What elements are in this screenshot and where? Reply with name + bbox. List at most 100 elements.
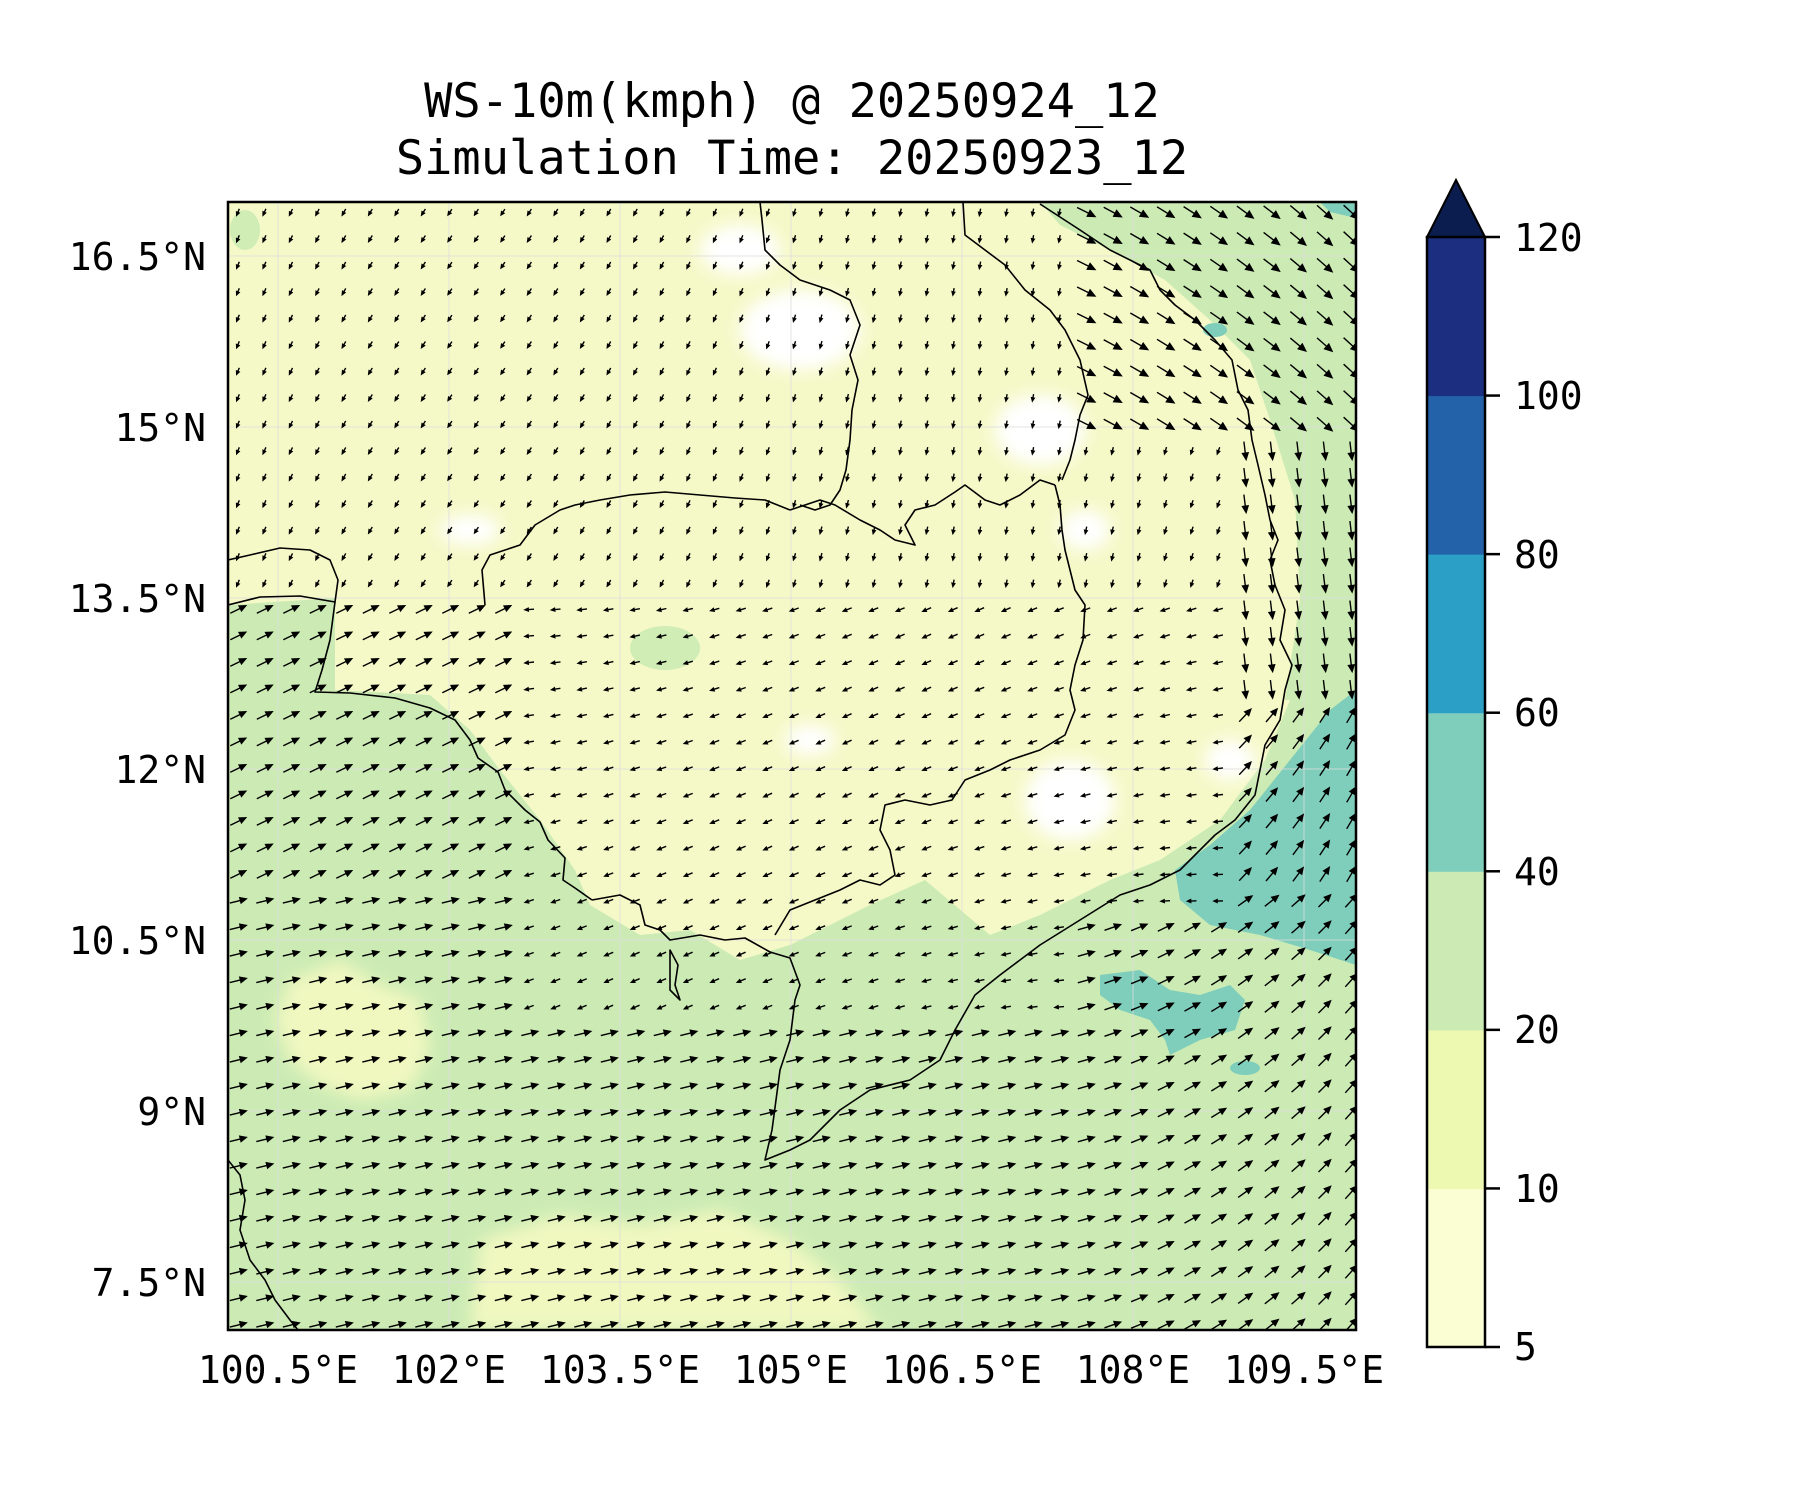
wind-arrow xyxy=(818,287,824,297)
wind-arrow xyxy=(974,607,985,612)
wind-arrow xyxy=(655,607,667,613)
wind-arrow xyxy=(521,1161,540,1170)
wind-arrow xyxy=(1004,446,1009,456)
wind-arrow xyxy=(1212,792,1224,798)
wind-arrow xyxy=(974,898,985,904)
wind-arrow xyxy=(1057,552,1062,562)
wind-arrow xyxy=(898,420,903,430)
wind-arrow xyxy=(1237,1001,1254,1013)
wind-arrow xyxy=(1077,1320,1096,1329)
wind-arrow xyxy=(282,1108,301,1117)
wind-arrow xyxy=(229,1267,248,1276)
wind-arrow xyxy=(762,739,773,745)
wind-arrow xyxy=(441,1214,460,1223)
wind-arrow xyxy=(523,766,535,772)
wind-arrow xyxy=(1051,1214,1070,1223)
wind-arrow xyxy=(1157,1055,1175,1065)
wind-arrow xyxy=(839,1082,858,1090)
wind-arrow xyxy=(606,235,612,243)
wind-arrow xyxy=(1030,420,1036,430)
wind-arrow xyxy=(394,447,400,455)
wind-arrow xyxy=(415,1135,434,1143)
wind-arrow xyxy=(653,1108,672,1117)
wind-arrow xyxy=(1076,312,1097,324)
wind-arrow xyxy=(1077,1055,1096,1064)
colorbar-frame xyxy=(1425,235,1487,1349)
wind-arrow xyxy=(1159,792,1171,798)
wind-arrow xyxy=(686,261,691,270)
wind-arrow xyxy=(603,951,614,957)
wind-arrow xyxy=(262,208,267,217)
wind-arrow xyxy=(1320,680,1329,700)
wind-arrow xyxy=(415,1188,434,1196)
wind-arrow xyxy=(951,552,956,562)
wind-arrow xyxy=(762,660,773,666)
wind-arrow xyxy=(1156,285,1176,298)
wind-arrow xyxy=(735,607,747,613)
wind-arrow xyxy=(441,1029,460,1037)
wind-arrow xyxy=(1027,660,1038,666)
wind-arrow xyxy=(1183,312,1202,325)
wind-arrow xyxy=(1163,446,1168,456)
wind-arrow xyxy=(788,766,799,771)
wind-arrow xyxy=(951,446,956,456)
wind-arrow xyxy=(1237,1133,1254,1145)
wind-arrow xyxy=(1159,739,1171,745)
colorbar-ticks xyxy=(1485,235,1500,1349)
wind-arrow xyxy=(473,526,479,535)
wind-arrow xyxy=(473,473,479,482)
wind-arrow xyxy=(606,473,612,482)
wind-arrow xyxy=(1133,607,1144,613)
wind-arrow xyxy=(921,633,932,639)
wind-arrow xyxy=(1057,473,1062,483)
wind-arrow xyxy=(1241,521,1250,541)
wind-arrow xyxy=(362,1108,381,1117)
wind-arrow xyxy=(868,872,879,878)
wind-arrow xyxy=(574,1188,593,1196)
colorbar-swatch xyxy=(1427,1029,1485,1189)
wind-arrow xyxy=(600,1108,619,1117)
wind-arrow xyxy=(812,1055,831,1064)
wind-arrow xyxy=(1079,872,1091,878)
wind-arrow xyxy=(576,607,588,613)
wind-arrow xyxy=(574,1294,593,1302)
wind-arrow xyxy=(1057,234,1062,244)
wind-arrow xyxy=(341,579,347,588)
wind-arrow xyxy=(632,288,638,297)
wind-arrow xyxy=(1241,441,1250,462)
wind-arrow xyxy=(602,607,614,613)
wind-arrow xyxy=(739,261,744,270)
wind-arrow xyxy=(735,739,746,745)
wind-arrow xyxy=(473,341,479,349)
wind-arrow xyxy=(659,235,665,244)
wind-arrow xyxy=(335,976,354,984)
wind-arrow xyxy=(441,790,460,800)
wind-arrow xyxy=(974,845,985,851)
wind-arrow xyxy=(315,367,320,376)
wind-arrow xyxy=(282,817,301,826)
wind-arrow xyxy=(632,553,638,562)
wind-arrow xyxy=(494,684,513,694)
wind-arrow xyxy=(394,394,400,402)
wind-arrow xyxy=(706,1161,725,1170)
wind-arrow xyxy=(898,340,903,350)
wind-arrow xyxy=(415,764,433,773)
wind-arrow xyxy=(447,447,453,455)
wind-arrow xyxy=(315,288,320,297)
wind-arrow xyxy=(335,605,354,614)
wind-arrow xyxy=(629,660,641,666)
wind-arrow xyxy=(924,446,930,456)
wind-arrow xyxy=(1241,680,1250,700)
wind-arrow xyxy=(447,235,453,243)
wind-arrow xyxy=(977,287,983,297)
wind-arrow xyxy=(367,473,373,482)
wind-arrow xyxy=(892,1214,911,1223)
wind-arrow xyxy=(315,394,320,403)
wind-arrow xyxy=(494,737,513,747)
wind-arrow xyxy=(420,553,426,561)
colorbar-label: 60 xyxy=(1514,691,1560,735)
wind-arrow xyxy=(706,1267,725,1276)
wind-arrow xyxy=(735,845,746,851)
wind-arrow xyxy=(924,234,930,244)
wind-arrow xyxy=(632,500,638,509)
